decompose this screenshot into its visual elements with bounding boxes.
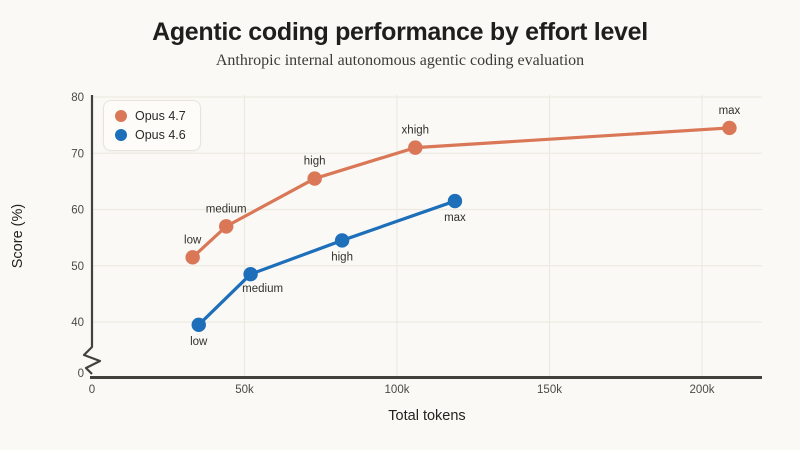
point-label: low xyxy=(190,336,208,348)
y-tick-label: 70 xyxy=(71,148,84,160)
legend-item: Opus 4.7 xyxy=(115,109,186,123)
chart-legend: Opus 4.7 Opus 4.6 xyxy=(103,100,201,151)
point-label: max xyxy=(719,105,741,117)
y-tick-label: 50 xyxy=(71,261,84,273)
y-axis-label: Score (%) xyxy=(10,203,26,269)
legend-label: Opus 4.6 xyxy=(135,128,186,142)
x-tick-label: 200k xyxy=(690,384,715,396)
legend-label: Opus 4.7 xyxy=(135,109,186,123)
x-tick-label: 50k xyxy=(235,384,254,396)
data-point xyxy=(243,266,258,282)
chart-subtitle: Anthropic internal autonomous agentic co… xyxy=(215,52,585,69)
data-point xyxy=(307,171,322,186)
data-point xyxy=(408,140,423,155)
data-point xyxy=(219,219,234,234)
legend-item: Opus 4.6 xyxy=(115,128,186,142)
y-axis-line xyxy=(82,95,102,375)
series-line xyxy=(197,199,457,327)
point-label: high xyxy=(331,251,353,263)
data-point xyxy=(722,120,737,136)
x-tick-label: 150k xyxy=(537,384,562,396)
data-point xyxy=(334,233,350,248)
point-label: high xyxy=(304,156,326,168)
y-tick-label: 80 xyxy=(71,92,84,104)
data-point xyxy=(447,193,463,209)
legend-dot-icon xyxy=(115,110,127,122)
y-tick-label: 60 xyxy=(71,205,84,217)
point-label: medium xyxy=(206,203,247,215)
x-axis-label: Total tokens xyxy=(388,408,466,424)
point-label: low xyxy=(184,234,202,246)
point-label: medium xyxy=(242,283,283,295)
data-point xyxy=(191,317,206,333)
point-label: max xyxy=(444,212,466,224)
x-tick-label: 100k xyxy=(385,384,410,396)
legend-dot-icon xyxy=(115,129,127,141)
series-line xyxy=(191,126,732,259)
y-tick-label: 0 xyxy=(78,368,84,380)
chart-title: Agentic coding performance by effort lev… xyxy=(152,18,648,46)
data-point xyxy=(185,250,200,265)
x-tick-label: 0 xyxy=(89,384,95,396)
y-tick-label: 40 xyxy=(71,317,84,329)
point-label: xhigh xyxy=(402,125,430,137)
